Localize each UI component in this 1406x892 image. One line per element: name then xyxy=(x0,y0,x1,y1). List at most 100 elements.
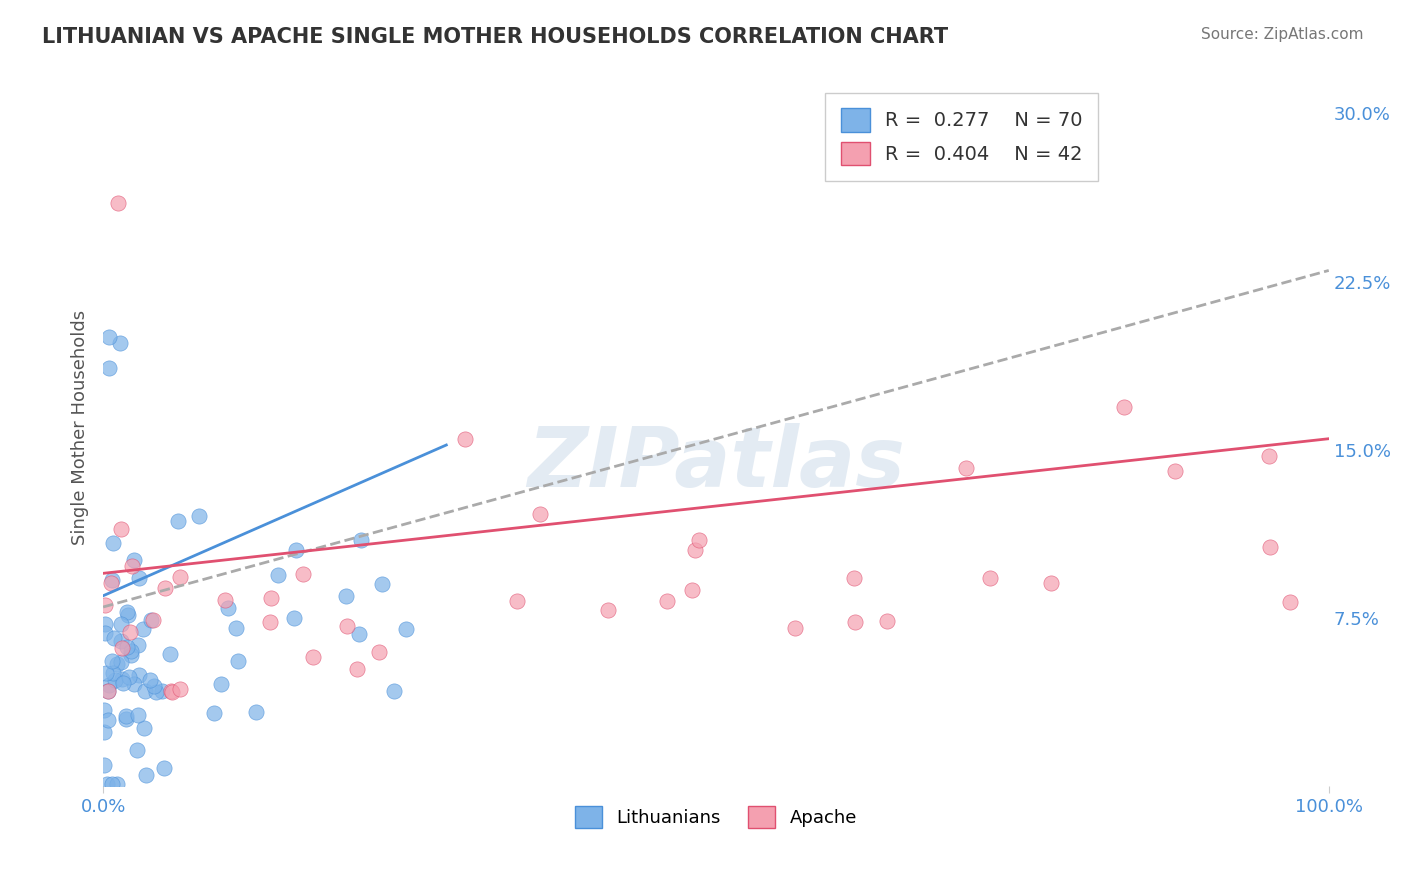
Apache xyxy=(368,645,391,659)
Lithuanians xyxy=(267,567,290,582)
Lithuanians xyxy=(97,330,120,344)
Lithuanians xyxy=(209,677,232,691)
Lithuanians xyxy=(94,617,117,632)
Apache xyxy=(155,582,177,596)
Lithuanians xyxy=(139,613,162,627)
Lithuanians xyxy=(245,705,267,719)
Text: ZIPatlas: ZIPatlas xyxy=(527,423,905,504)
Lithuanians xyxy=(335,589,357,603)
Lithuanians xyxy=(135,768,157,782)
Lithuanians xyxy=(128,668,150,682)
Lithuanians xyxy=(96,777,118,791)
Lithuanians xyxy=(217,601,239,615)
Lithuanians xyxy=(121,648,143,662)
Apache xyxy=(529,507,551,521)
Legend: Lithuanians, Apache: Lithuanians, Apache xyxy=(568,798,865,835)
Lithuanians xyxy=(159,647,181,661)
Apache xyxy=(506,593,529,607)
Lithuanians xyxy=(127,638,149,652)
Lithuanians xyxy=(103,673,125,687)
Apache xyxy=(688,533,710,548)
Lithuanians xyxy=(127,707,149,722)
Lithuanians xyxy=(111,676,134,690)
Lithuanians xyxy=(117,607,139,622)
Apache xyxy=(681,583,703,598)
Lithuanians xyxy=(125,743,148,757)
Y-axis label: Single Mother Households: Single Mother Households xyxy=(72,310,89,545)
Apache xyxy=(346,662,368,676)
Apache xyxy=(120,624,142,639)
Lithuanians xyxy=(108,336,131,351)
Apache xyxy=(1039,576,1062,591)
Apache xyxy=(844,615,866,629)
Apache xyxy=(683,542,706,557)
Apache xyxy=(1258,541,1281,555)
Apache xyxy=(598,603,620,617)
Lithuanians xyxy=(285,542,308,557)
Apache xyxy=(260,591,283,606)
Apache xyxy=(657,594,679,608)
Apache xyxy=(214,593,236,607)
Lithuanians xyxy=(132,622,155,636)
Apache xyxy=(1114,400,1136,414)
Apache xyxy=(1279,594,1302,608)
Lithuanians xyxy=(96,714,118,728)
Lithuanians xyxy=(110,655,132,669)
Lithuanians xyxy=(115,605,138,619)
Apache xyxy=(842,571,865,585)
Lithuanians xyxy=(139,673,162,688)
Lithuanians xyxy=(382,684,405,698)
Lithuanians xyxy=(97,684,120,698)
Lithuanians xyxy=(202,706,225,721)
Lithuanians xyxy=(100,573,122,587)
Lithuanians xyxy=(93,703,115,717)
Lithuanians xyxy=(101,535,124,549)
Lithuanians xyxy=(122,677,145,691)
Apache xyxy=(336,619,359,633)
Lithuanians xyxy=(349,533,371,547)
Apache xyxy=(292,566,315,581)
Lithuanians xyxy=(134,684,156,698)
Lithuanians xyxy=(347,627,370,641)
Lithuanians xyxy=(145,685,167,699)
Lithuanians xyxy=(97,360,120,375)
Apache xyxy=(1164,464,1187,478)
Lithuanians xyxy=(101,665,124,680)
Apache xyxy=(169,570,191,584)
Lithuanians xyxy=(371,577,394,591)
Lithuanians xyxy=(128,570,150,584)
Lithuanians xyxy=(100,655,122,669)
Apache xyxy=(107,196,129,211)
Lithuanians xyxy=(98,678,121,692)
Lithuanians xyxy=(110,616,132,631)
Lithuanians xyxy=(105,777,128,791)
Lithuanians xyxy=(94,626,117,640)
Apache xyxy=(121,559,143,574)
Apache xyxy=(97,683,120,698)
Lithuanians xyxy=(395,622,418,636)
Lithuanians xyxy=(120,643,142,657)
Lithuanians xyxy=(118,670,141,684)
Lithuanians xyxy=(117,640,139,655)
Apache xyxy=(1257,449,1279,463)
Apache xyxy=(142,613,165,627)
Apache xyxy=(979,571,1001,585)
Lithuanians xyxy=(153,760,176,774)
Lithuanians xyxy=(115,712,138,726)
Lithuanians xyxy=(225,621,247,635)
Apache xyxy=(111,641,134,656)
Apache xyxy=(259,615,281,629)
Apache xyxy=(876,614,898,628)
Apache xyxy=(783,621,806,635)
Apache xyxy=(955,461,977,475)
Lithuanians xyxy=(150,684,173,698)
Lithuanians xyxy=(187,508,209,523)
Lithuanians xyxy=(110,633,132,648)
Text: LITHUANIAN VS APACHE SINGLE MOTHER HOUSEHOLDS CORRELATION CHART: LITHUANIAN VS APACHE SINGLE MOTHER HOUSE… xyxy=(42,27,948,46)
Text: Source: ZipAtlas.com: Source: ZipAtlas.com xyxy=(1201,27,1364,42)
Lithuanians xyxy=(114,709,136,723)
Apache xyxy=(160,685,183,699)
Apache xyxy=(110,522,132,536)
Lithuanians xyxy=(124,553,146,567)
Lithuanians xyxy=(134,721,156,735)
